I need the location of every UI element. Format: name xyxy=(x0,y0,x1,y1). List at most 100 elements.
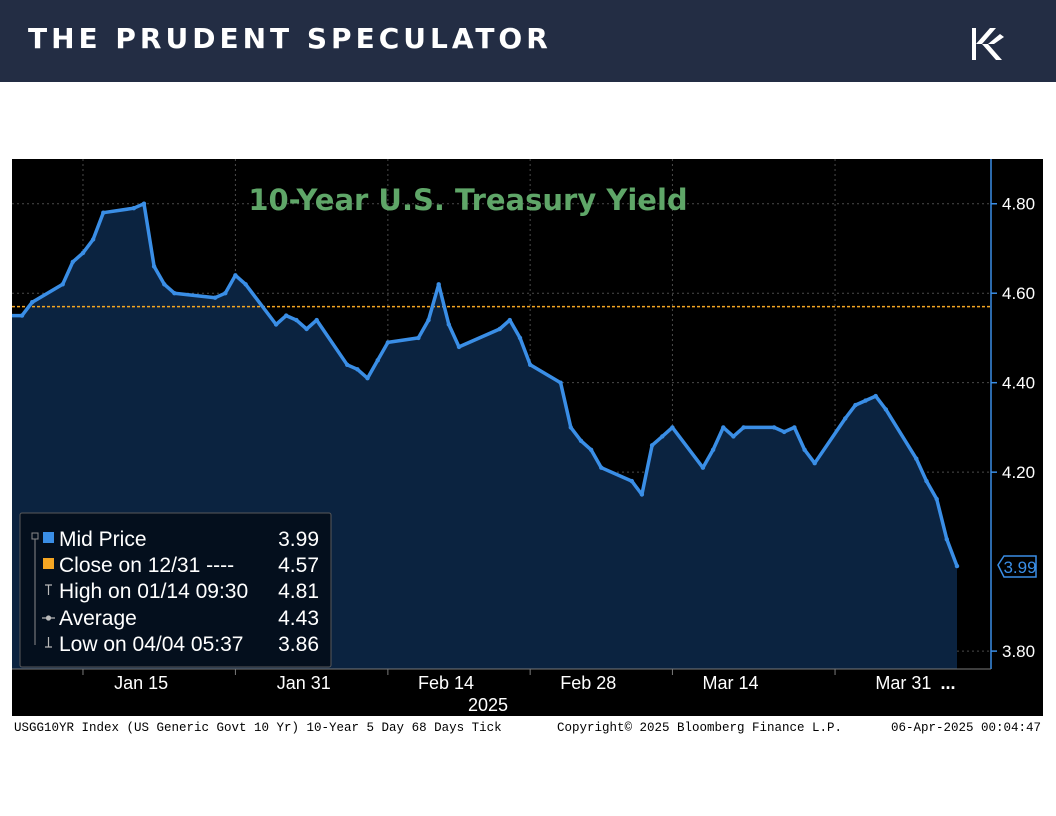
data-point xyxy=(243,282,248,287)
x-tick-label-0: Jan 15 xyxy=(114,673,168,693)
y-tick-label-4: 3.80 xyxy=(1002,642,1035,661)
x-axis-more-marker: ... xyxy=(940,673,955,693)
data-point xyxy=(294,317,299,323)
data-point xyxy=(507,317,512,323)
data-point xyxy=(802,447,807,452)
x-tick-label-1: Jan 31 xyxy=(277,673,331,693)
data-point xyxy=(101,210,106,215)
data-point xyxy=(649,443,655,448)
data-point xyxy=(771,425,777,430)
data-point xyxy=(639,492,645,497)
data-point xyxy=(172,291,177,296)
legend-series-label: Mid Price xyxy=(59,528,147,551)
data-point xyxy=(731,434,736,439)
data-point xyxy=(314,317,319,323)
x-tick-label-3: Feb 28 xyxy=(560,673,616,693)
data-point xyxy=(284,313,289,318)
data-point xyxy=(914,456,919,461)
data-point xyxy=(233,273,238,278)
data-point xyxy=(812,461,817,466)
data-point xyxy=(80,250,86,256)
x-tick-label-4: Mar 14 xyxy=(703,673,759,693)
data-point xyxy=(670,425,675,430)
data-point xyxy=(944,537,949,542)
data-point xyxy=(660,434,665,439)
legend-series-value: 3.99 xyxy=(278,528,319,551)
y-tick-label-0: 4.80 xyxy=(1002,195,1035,214)
chart-canvas: 4.80 4.60 4.40 4.20 3.80 Jan 15 Jan 31 Feb 14 Fe… xyxy=(12,159,1043,736)
data-point xyxy=(60,282,65,287)
data-point xyxy=(30,300,35,305)
data-point xyxy=(883,407,889,412)
data-point xyxy=(843,416,848,421)
x-tick-label-5: Mar 31 xyxy=(875,673,931,693)
data-point xyxy=(365,376,370,381)
legend-average-marker-icon xyxy=(42,615,55,621)
data-point xyxy=(19,313,25,318)
last-value-tag: 3.99 xyxy=(997,555,1037,578)
data-point xyxy=(416,335,421,341)
data-point xyxy=(446,322,451,327)
data-point xyxy=(741,425,746,430)
data-point xyxy=(497,326,502,332)
legend-high-marker-icon xyxy=(45,584,52,595)
y-tick-label-2: 4.40 xyxy=(1002,374,1035,393)
legend-close-swatch-icon xyxy=(43,558,54,569)
data-point xyxy=(151,264,157,269)
data-point xyxy=(131,206,136,211)
chart-title: 10-Year U.S. Treasury Yield xyxy=(248,183,687,217)
data-point xyxy=(924,478,929,484)
data-point xyxy=(90,237,96,242)
data-point xyxy=(456,344,462,350)
data-point xyxy=(375,358,380,363)
data-point xyxy=(954,563,960,569)
data-point xyxy=(355,367,360,372)
legend-low-label: Low on 04/04 05:37 xyxy=(59,633,244,656)
data-point xyxy=(223,291,228,296)
series-line xyxy=(12,201,959,567)
series-line-layer xyxy=(12,201,960,569)
legend-close-label: Close on 12/31 ---- xyxy=(59,554,234,577)
axis-layer: 4.80 4.60 4.40 4.20 3.80 Jan 15 Jan 31 Feb 14 Fe… xyxy=(12,159,1035,693)
data-point xyxy=(782,429,787,435)
data-point xyxy=(345,362,350,367)
legend-low-value: 3.86 xyxy=(278,633,319,656)
data-point xyxy=(558,380,563,385)
y-tick-label-1: 4.60 xyxy=(1002,284,1035,303)
data-point xyxy=(162,282,167,287)
legend-average-value: 4.43 xyxy=(278,607,319,630)
legend-high-label: High on 01/14 09:30 xyxy=(59,580,248,603)
data-point xyxy=(710,447,716,452)
legend-close-value: 4.57 xyxy=(278,554,319,577)
k-logo-icon xyxy=(972,28,1004,60)
data-point xyxy=(426,317,431,323)
legend-tree-icon xyxy=(31,532,39,645)
data-point xyxy=(853,402,858,408)
footer-source: USGG10YR Index (US Generic Govt 10 Yr) 1… xyxy=(14,721,502,735)
footer-timestamp: 06-Apr-2025 00:04:47 xyxy=(891,721,1041,735)
x-axis-year-label: 2025 xyxy=(468,695,508,715)
data-point xyxy=(599,465,604,470)
data-point xyxy=(568,425,573,430)
footer-copyright: Copyright© 2025 Bloomberg Finance L.P. xyxy=(557,721,842,735)
legend-mid-price-swatch-icon xyxy=(43,532,54,543)
treasury-yield-chart: 4.80 4.60 4.40 4.20 3.80 Jan 15 Jan 31 Feb 14 Fe… xyxy=(12,159,1043,736)
data-point xyxy=(588,447,594,452)
footer-strip xyxy=(12,716,1043,736)
data-point xyxy=(528,362,533,367)
header-banner: THE PRUDENT SPECULATOR xyxy=(0,0,1056,82)
last-value-tag-text: 3.99 xyxy=(1003,558,1036,577)
data-point xyxy=(141,201,147,206)
legend-high-value: 4.81 xyxy=(278,580,319,603)
data-point xyxy=(70,259,75,265)
legend-box: Mid Price 3.99 Close on 12/31 ---- 4.57 … xyxy=(19,512,332,668)
data-point xyxy=(212,295,218,300)
data-point xyxy=(436,282,441,287)
x-tick-label-2: Feb 14 xyxy=(418,673,474,693)
data-point xyxy=(863,398,868,403)
data-point xyxy=(304,326,309,332)
data-point xyxy=(700,465,706,470)
data-point xyxy=(517,335,523,341)
data-point xyxy=(873,393,878,399)
legend-low-marker-icon xyxy=(45,637,52,648)
